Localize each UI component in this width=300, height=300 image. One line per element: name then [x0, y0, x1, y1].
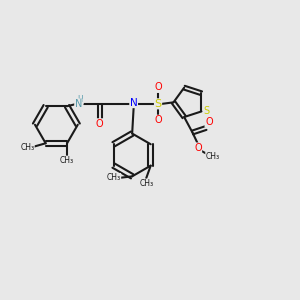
Text: S: S	[154, 99, 162, 109]
Text: O: O	[96, 119, 103, 129]
Text: CH₃: CH₃	[206, 152, 220, 161]
Text: O: O	[194, 143, 202, 153]
Text: O: O	[154, 82, 162, 92]
Text: CH₃: CH₃	[20, 142, 34, 152]
Text: CH₃: CH₃	[60, 156, 74, 165]
Text: CH₃: CH₃	[139, 179, 153, 188]
Text: S: S	[204, 106, 210, 116]
Text: N: N	[75, 99, 82, 109]
Text: H: H	[78, 95, 83, 104]
Text: N: N	[130, 98, 137, 108]
Text: CH₃: CH₃	[107, 173, 121, 182]
Text: O: O	[154, 115, 162, 125]
Text: O: O	[205, 117, 213, 127]
